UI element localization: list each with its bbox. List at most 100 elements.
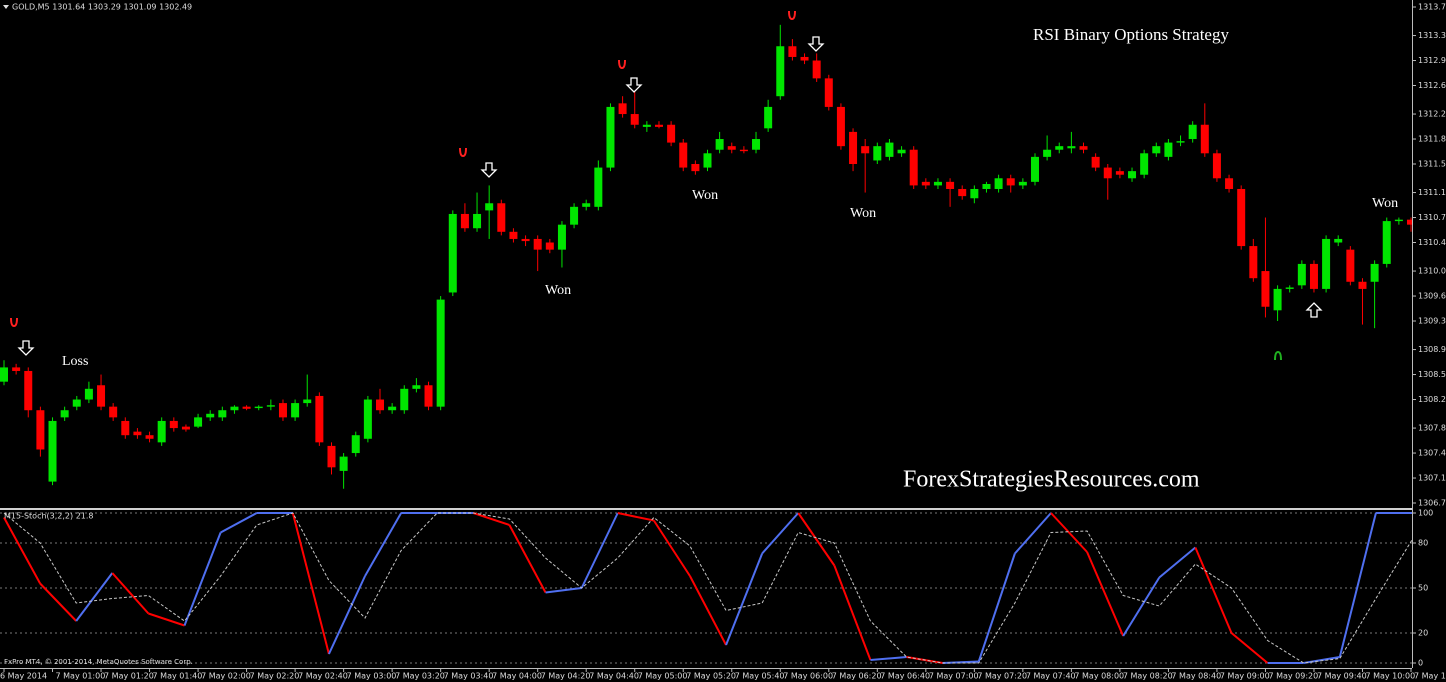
chart-header: GOLD,M5 1301.64 1303.29 1301.09 1302.49 xyxy=(12,3,192,12)
watermark: ForexStrategiesResources.com xyxy=(903,467,1200,493)
main-line-segment xyxy=(1230,632,1269,664)
y-tick-label: 1311.10 xyxy=(1418,188,1446,197)
x-tick-label: 7 May 03:40 xyxy=(444,672,494,681)
rsi-marker xyxy=(10,317,18,328)
y-tick-label: 1312.60 xyxy=(1418,81,1446,90)
candle-body xyxy=(48,420,57,482)
main-line-segment xyxy=(148,612,185,627)
candle-body xyxy=(1103,167,1112,179)
candle-body xyxy=(400,388,409,411)
candle-body xyxy=(1164,142,1173,157)
y-tick-label: 50 xyxy=(1418,584,1428,593)
price-plot xyxy=(0,24,1412,489)
candle-body xyxy=(363,399,372,439)
candle-body xyxy=(727,146,736,150)
x-tick-label: 7 May 09:20 xyxy=(1268,672,1318,681)
candle-body xyxy=(254,406,263,409)
arrow-up xyxy=(1305,302,1323,318)
main-line-segment xyxy=(725,553,764,646)
candle-body xyxy=(642,124,651,127)
candle-body xyxy=(133,431,142,436)
candle-body xyxy=(12,367,21,371)
candle-body xyxy=(691,164,700,172)
stoch-plot xyxy=(0,512,1412,664)
y-tick-label: 1313.30 xyxy=(1418,31,1446,40)
main-line-segment xyxy=(111,572,150,615)
x-tick-label: 7 May 10:20 xyxy=(1414,672,1446,681)
y-tick-label: 1312.95 xyxy=(1418,56,1446,65)
candle-body xyxy=(933,181,942,186)
main-line-segment xyxy=(1194,547,1233,634)
arrow-down xyxy=(17,340,35,356)
candle-body xyxy=(557,224,566,250)
candle-body xyxy=(824,78,833,107)
candle-body xyxy=(206,413,215,418)
main-line-segment xyxy=(1122,576,1161,637)
signal-markers xyxy=(10,10,1282,361)
main-line-segment xyxy=(870,656,907,661)
candle-body xyxy=(570,206,579,225)
main-line-segment xyxy=(328,575,366,655)
candle-body xyxy=(1309,263,1318,289)
main-line-segment xyxy=(75,572,114,622)
x-tick-label: 7 May 06:40 xyxy=(880,672,930,681)
candle-body xyxy=(752,139,761,150)
x-tick-label: 7 May 10:00 xyxy=(1365,672,1415,681)
x-tick-label: 7 May 07:00 xyxy=(929,672,979,681)
signal-line xyxy=(3,512,1412,664)
y-tick-label: 1310.40 xyxy=(1418,238,1446,247)
y-tick-label: 1307.80 xyxy=(1418,424,1446,433)
candle-body xyxy=(109,406,118,418)
candle-body xyxy=(1091,156,1100,168)
candle-body xyxy=(460,213,469,229)
y-tick-label: 80 xyxy=(1418,539,1428,548)
y-tick-label: 1307.10 xyxy=(1418,474,1446,483)
y-tick-label: 1309.30 xyxy=(1418,317,1446,326)
x-tick-label: 7 May 05:20 xyxy=(686,672,736,681)
candle-body xyxy=(1055,146,1064,150)
candle-body xyxy=(715,139,724,150)
candle-body xyxy=(885,142,894,157)
main-line-segment xyxy=(761,512,800,555)
candle-body xyxy=(448,213,457,293)
candle-body xyxy=(521,238,530,242)
candle-body xyxy=(1261,271,1270,307)
y-tick-label: 1309.65 xyxy=(1418,292,1446,301)
x-tick-label: 7 May 04:40 xyxy=(589,672,639,681)
x-tick-label: 7 May 06:00 xyxy=(783,672,833,681)
candle-body xyxy=(84,388,93,400)
main-line-segment xyxy=(39,582,77,622)
candle-body xyxy=(679,142,688,168)
y-tick-label: 1311.50 xyxy=(1418,160,1446,169)
x-tick-label: 7 May 01:40 xyxy=(153,672,203,681)
candle-body xyxy=(946,181,955,189)
candle-body xyxy=(630,114,639,125)
candle-body xyxy=(24,370,33,411)
candle-body xyxy=(424,385,433,407)
main-line-segment xyxy=(291,512,330,655)
candle-body xyxy=(970,188,979,199)
arrow-down xyxy=(625,77,643,93)
annotation: Won xyxy=(1372,196,1398,211)
candle-body xyxy=(1018,181,1027,186)
candle-body xyxy=(278,403,287,418)
candle-body xyxy=(485,203,494,211)
candle-body xyxy=(618,103,627,115)
candle-body xyxy=(1212,153,1221,179)
y-tick-label: 1308.55 xyxy=(1418,370,1446,379)
candle-body xyxy=(473,213,482,229)
candle-body xyxy=(157,420,166,443)
candle-body xyxy=(836,106,845,147)
candle-body xyxy=(812,60,821,79)
y-tick-label: 1311.85 xyxy=(1418,135,1446,144)
candle-body xyxy=(1334,238,1343,243)
rsi-marker xyxy=(459,147,467,158)
main-line-segment xyxy=(545,587,582,594)
candle-body xyxy=(169,420,178,429)
main-line-segment xyxy=(1086,551,1125,637)
x-tick-label: 7 May 08:40 xyxy=(1171,672,1221,681)
candle-body xyxy=(1200,124,1209,154)
rsi-marker xyxy=(788,10,796,21)
candle-body xyxy=(376,399,385,411)
candle-body xyxy=(982,183,991,189)
